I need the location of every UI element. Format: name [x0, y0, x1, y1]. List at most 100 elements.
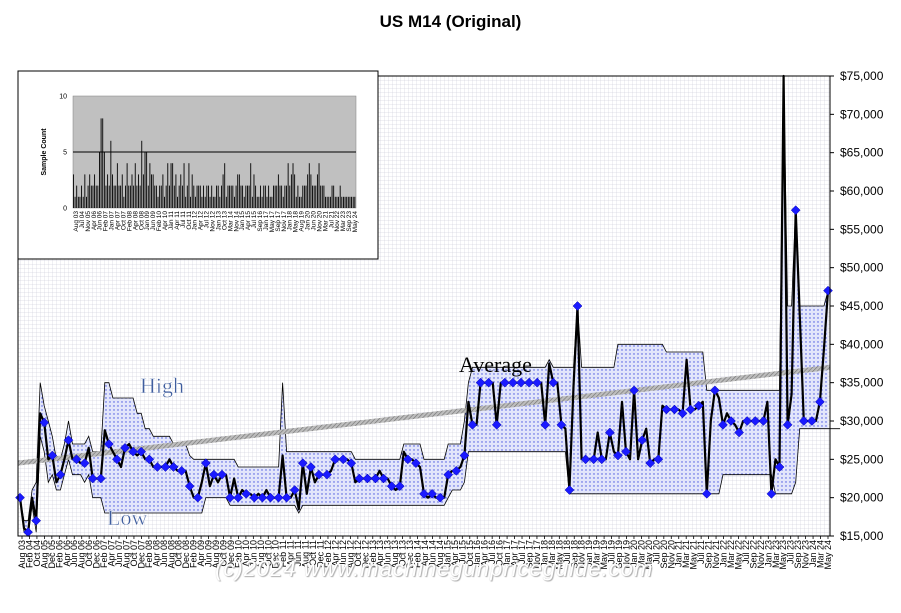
sample-count-bar: [123, 196, 125, 208]
sample-count-bar: [146, 152, 148, 208]
sample-count-bar: [204, 196, 206, 208]
data-point-marker: [192, 492, 203, 503]
sample-count-bar: [172, 163, 174, 208]
sample-count-bar: [100, 118, 102, 208]
data-point-marker: [411, 458, 421, 469]
data-point-marker: [653, 454, 664, 465]
data-point-marker: [225, 492, 235, 503]
inset-y-tick-label: 0: [63, 206, 67, 213]
annotation-high: High: [140, 373, 184, 398]
x-tick-label: Dec 08: [181, 540, 191, 569]
inset-x-tick-label: Jan 13: [215, 211, 222, 231]
sample-count-bar: [74, 196, 76, 208]
x-tick-label: Mar 19: [592, 540, 602, 568]
sample-count-bar: [73, 174, 74, 208]
sample-count-bar: [155, 185, 157, 208]
x-tick-label: Aug 12: [345, 540, 355, 569]
x-tick-label: Nov 18: [577, 540, 587, 569]
x-tick-label: Jul 23: [786, 540, 796, 564]
data-point-marker: [435, 492, 446, 503]
data-point-marker: [621, 446, 631, 457]
sample-count-bar: [159, 185, 161, 208]
sample-count-bar: [271, 196, 273, 208]
sample-count-bar: [164, 196, 165, 208]
sample-count-bar: [250, 163, 252, 208]
sample-count-bar: [281, 185, 283, 208]
sample-count-bar: [126, 163, 128, 208]
inset-y-tick-label: 5: [63, 150, 67, 157]
inset-x-tick-label: Apr 15: [245, 211, 252, 231]
sample-count-bar: [121, 174, 123, 208]
x-tick-label: Jul 20: [651, 540, 661, 564]
x-tick-label: Apr 14: [420, 540, 430, 567]
sample-count-bar: [194, 196, 196, 208]
inset-x-tick-label: Nov 22: [334, 211, 341, 232]
data-point-marker: [790, 205, 801, 216]
inset-x-tick-label: Sep 16: [257, 211, 264, 232]
sample-count-bar: [157, 196, 159, 208]
sample-count-bar: [316, 174, 318, 208]
x-tick-label: Apr 06: [62, 540, 72, 567]
sample-count-bar: [333, 185, 335, 208]
sample-count-bar: [237, 174, 239, 208]
data-point-marker: [427, 488, 437, 499]
sample-count-bar: [133, 185, 135, 208]
x-tick-label: Oct 04: [32, 540, 42, 567]
x-tick-label: Aug 11: [301, 540, 311, 568]
sample-count-bar: [81, 185, 83, 208]
x-tick-label: Jun 08: [159, 540, 169, 567]
sample-count-bar: [245, 185, 247, 208]
sample-count-bar: [230, 185, 232, 208]
inset-x-tick-label: Oct 13: [221, 211, 228, 231]
average-markers: [15, 205, 833, 538]
x-tick-label: Mar 21: [681, 540, 691, 568]
x-tick-label: Nov 17: [532, 540, 542, 569]
sample-count-bar: [256, 196, 258, 208]
x-tick-label: Nov 19: [622, 540, 632, 569]
inset-x-tick-label: Jun 09: [150, 211, 157, 231]
x-tick-label: Dec 10: [271, 540, 281, 569]
sample-count-bar: [167, 163, 169, 208]
trend-line: [17, 364, 831, 466]
data-point-marker: [419, 488, 429, 499]
sample-count-bar: [86, 196, 87, 208]
x-tick-label: Mar 23: [771, 540, 781, 568]
sample-count-bar: [89, 174, 91, 208]
x-tick-label: Jul 16: [487, 540, 497, 564]
data-point-marker: [564, 485, 575, 495]
sample-count-bar: [325, 196, 326, 208]
sample-count-bar: [238, 174, 240, 208]
sample-count-bar: [307, 174, 309, 208]
x-tick-label: Dec 06: [92, 540, 102, 569]
data-point-marker: [386, 481, 397, 492]
sample-count-bar: [264, 185, 266, 208]
sample-count-bar: [273, 185, 274, 208]
sample-count-bar: [305, 185, 307, 208]
data-point-marker: [443, 469, 454, 480]
x-tick-label: Apr 08: [151, 540, 161, 567]
sample-count-bar: [131, 174, 133, 208]
x-tick-label: Jan 23: [763, 540, 773, 567]
inset-x-tick-label: Jun 20: [310, 211, 317, 231]
data-point-marker: [637, 435, 648, 446]
x-tick-label: Feb 14: [413, 540, 423, 568]
data-point-marker: [629, 385, 639, 396]
sample-count-bar: [92, 185, 94, 208]
x-tick-label: Aug 05: [39, 540, 49, 569]
inset-y-label: Sample Count: [41, 128, 48, 176]
data-point-marker: [394, 481, 405, 492]
sample-count-bar: [261, 196, 263, 208]
sample-count-bar: [321, 185, 323, 208]
sample-count-bar: [349, 196, 351, 208]
y-tick-label: $65,000: [840, 146, 884, 160]
sample-count-bar: [315, 185, 317, 208]
data-point-marker: [55, 469, 66, 480]
x-tick-label: Apr 11: [286, 540, 296, 566]
x-tick-label: Sep 23: [793, 540, 803, 569]
x-tick-label: Sep 17: [524, 540, 534, 569]
data-point-marker: [524, 377, 534, 388]
x-tick-label: Oct 07: [129, 540, 139, 567]
data-point-marker: [710, 385, 720, 396]
sample-count-bar: [286, 185, 287, 208]
data-point-marker: [766, 488, 777, 499]
